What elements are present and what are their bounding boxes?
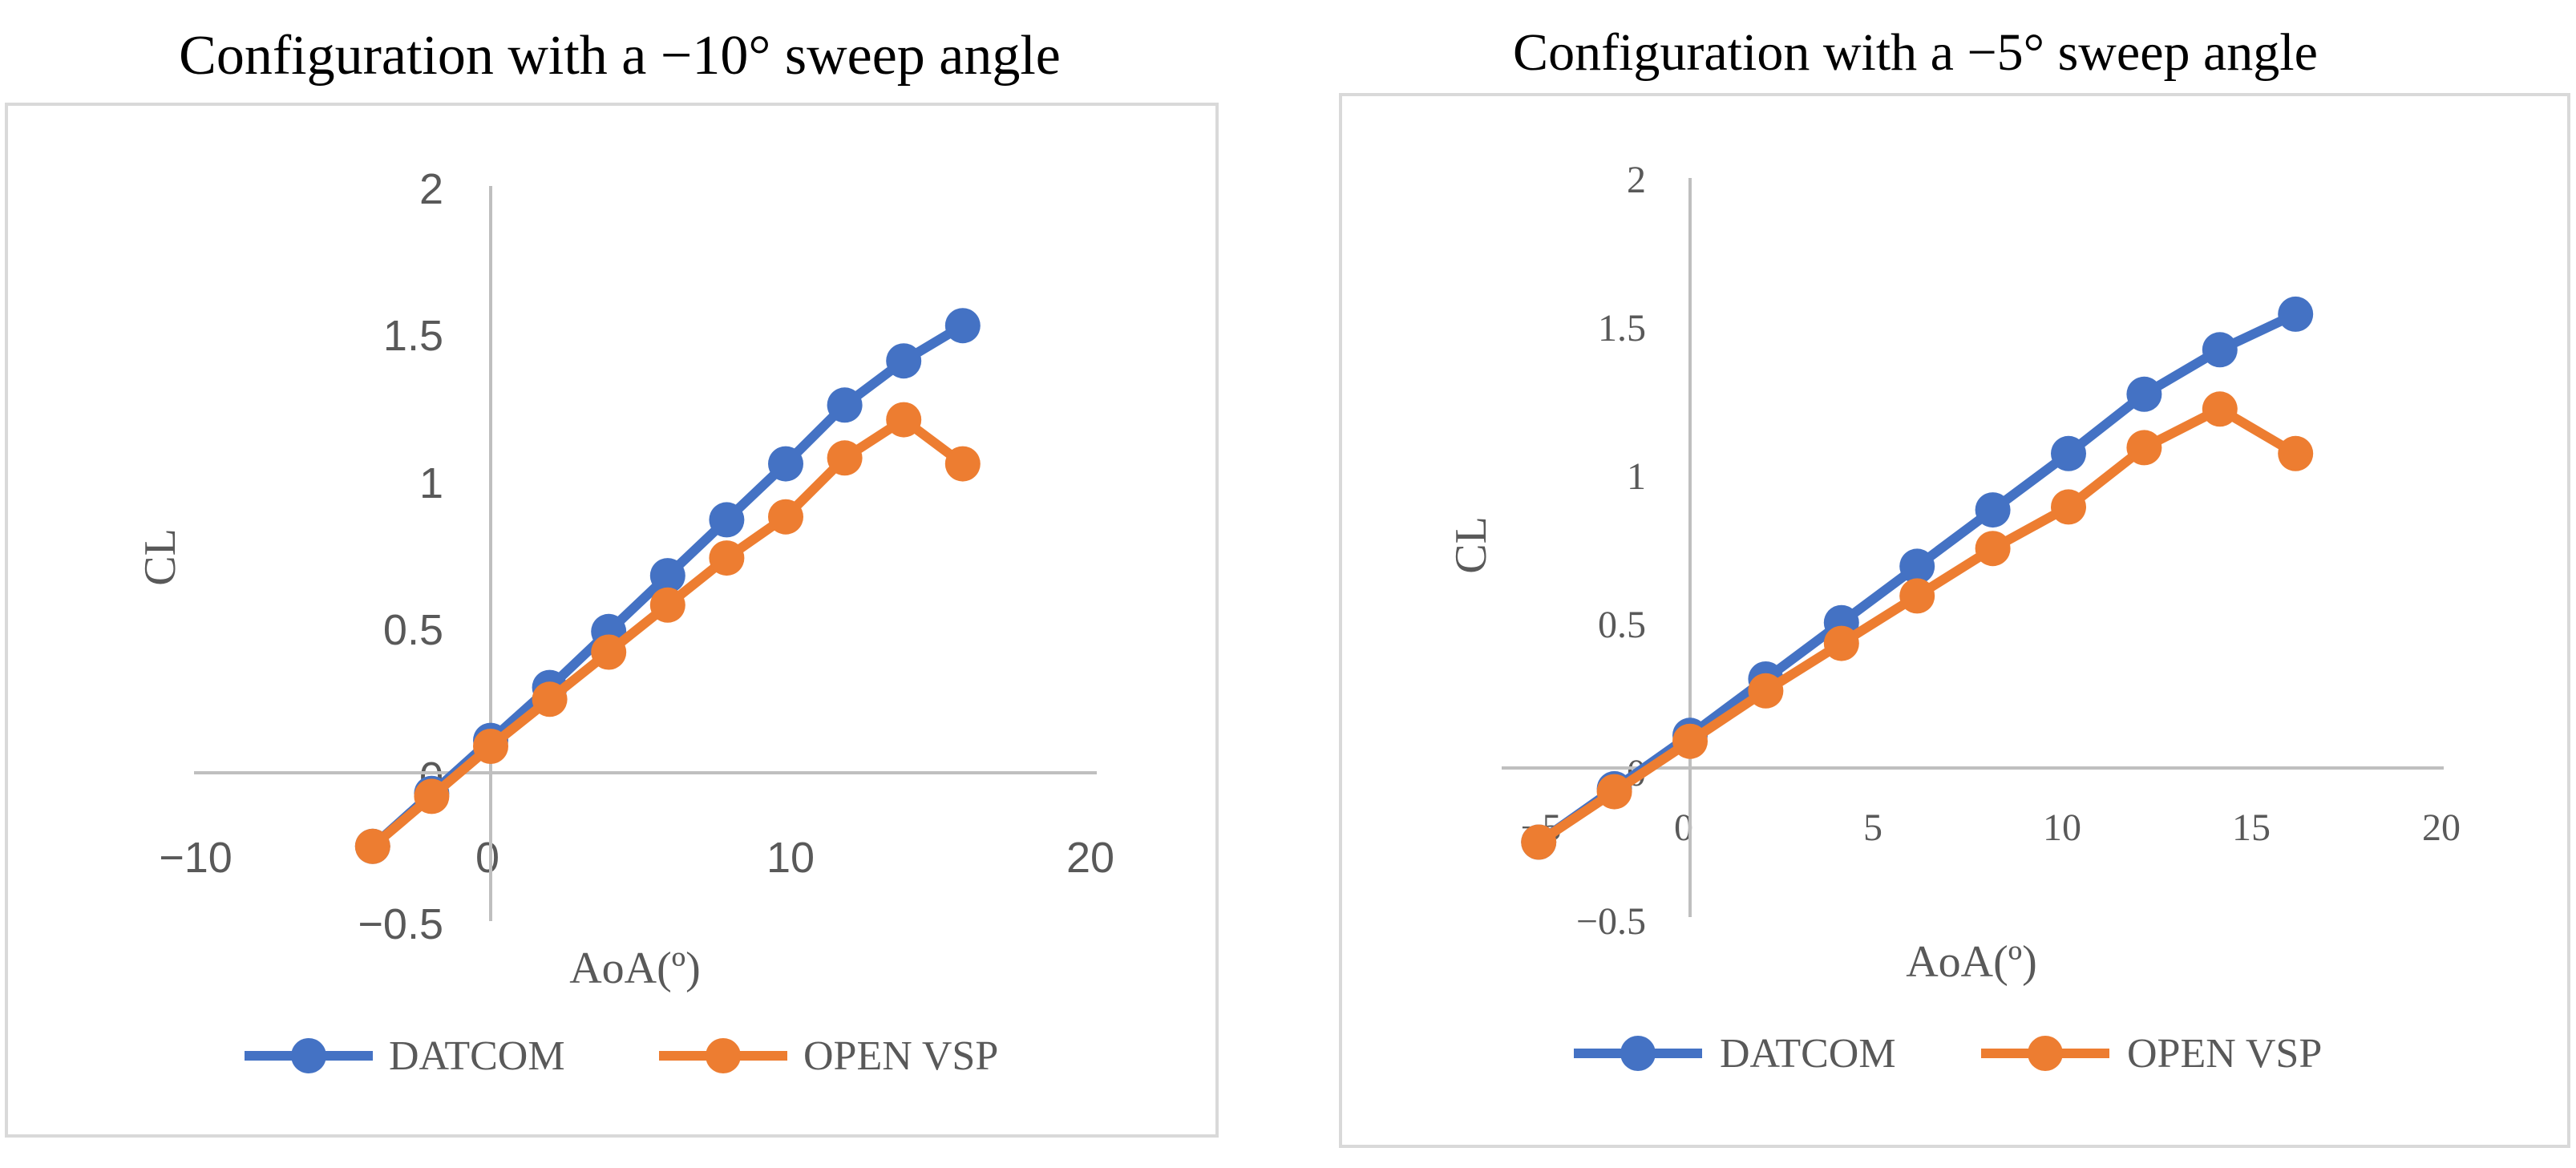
x-tick-label: 10 xyxy=(766,834,815,882)
legend-swatch-marker xyxy=(291,1038,326,1073)
legend-item-open-vsp: OPEN VSP xyxy=(659,1033,998,1079)
data-point-open-vsp xyxy=(2126,430,2162,466)
legend-label: OPEN VSP xyxy=(803,1033,998,1079)
data-point-open-vsp xyxy=(591,634,627,670)
legend-item-datcom: DATCOM xyxy=(1574,1031,1896,1077)
data-point-open-vsp xyxy=(1521,824,1557,860)
x-tick-labels: −5 0 5 10 15 20 xyxy=(1520,806,2461,849)
y-tick-label: 1 xyxy=(1627,455,1646,498)
data-point-open-vsp xyxy=(473,729,508,764)
data-point-datcom xyxy=(1975,492,2011,528)
data-point-open-vsp xyxy=(886,402,922,438)
y-tick-label: −0.5 xyxy=(358,900,443,948)
y-tick-labels: −0.5 0 0.5 1 1.5 2 xyxy=(1576,159,1646,943)
data-point-open-vsp xyxy=(768,499,803,535)
y-tick-label: 1 xyxy=(419,459,443,507)
legend-swatch-marker xyxy=(706,1038,741,1073)
x-tick-label: 5 xyxy=(1863,806,1882,849)
data-point-open-vsp xyxy=(1823,625,1859,661)
chart-title: Configuration with a −10° sweep angle xyxy=(179,25,1061,87)
x-tick-label: 20 xyxy=(2422,806,2461,849)
data-point-open-vsp xyxy=(2051,489,2086,525)
data-point-datcom xyxy=(944,308,981,344)
data-point-datcom xyxy=(2278,296,2314,332)
series-line-open-vsp xyxy=(1535,404,2299,847)
y-tick-label: 1.5 xyxy=(383,312,443,360)
x-axis-label: AoA(º) xyxy=(1906,937,2037,987)
legend-label: DATCOM xyxy=(1720,1031,1896,1077)
data-point-open-vsp xyxy=(2278,435,2314,471)
plot-area xyxy=(1521,296,2314,860)
legend-item-datcom: DATCOM xyxy=(245,1033,565,1079)
data-point-open-vsp xyxy=(2202,391,2238,427)
x-tick-label: 15 xyxy=(2232,806,2271,849)
y-tick-label: −0.5 xyxy=(1576,900,1646,943)
legend: DATCOM OPEN VSP xyxy=(1574,1031,2322,1077)
data-point-datcom xyxy=(768,446,803,482)
legend-label: OPEN VSP xyxy=(2127,1031,2322,1077)
data-point-open-vsp xyxy=(414,778,450,814)
y-tick-label: 1.5 xyxy=(1598,307,1646,350)
data-point-open-vsp xyxy=(532,681,568,717)
x-tick-label: 0 xyxy=(475,834,499,882)
data-point-open-vsp xyxy=(1975,531,2011,567)
data-point-open-vsp xyxy=(827,440,863,476)
x-tick-labels: −10 0 10 20 xyxy=(159,834,1114,882)
data-point-open-vsp xyxy=(709,540,745,576)
legend: DATCOM OPEN VSP xyxy=(245,1033,998,1079)
legend-swatch-marker xyxy=(1620,1036,1656,1071)
legend-swatch-marker xyxy=(2028,1036,2063,1071)
data-point-datcom xyxy=(2126,376,2162,412)
data-point-open-vsp xyxy=(1748,673,1784,709)
x-axis-label: AoA(º) xyxy=(569,944,701,993)
data-point-open-vsp xyxy=(1596,774,1632,810)
data-point-open-vsp xyxy=(944,446,981,482)
chart-border xyxy=(5,103,1219,1138)
data-point-open-vsp xyxy=(1672,723,1708,759)
data-point-datcom xyxy=(2202,332,2238,368)
data-point-open-vsp xyxy=(649,587,685,623)
data-point-datcom xyxy=(2051,435,2086,471)
x-tick-label: 20 xyxy=(1066,834,1114,882)
x-tick-label: 10 xyxy=(2043,806,2081,849)
legend-item-open-vsp: OPEN VSP xyxy=(1981,1031,2322,1077)
chart-border xyxy=(1339,93,2570,1148)
chart-right: Configuration with a −5° sweep angle −5 … xyxy=(1339,23,2570,1148)
x-tick-label: −10 xyxy=(159,834,233,882)
data-point-open-vsp xyxy=(1899,578,1935,614)
y-tick-label: 2 xyxy=(1627,159,1646,201)
data-point-datcom xyxy=(649,558,685,594)
chart-left: Configuration with a −10° sweep angle −1… xyxy=(5,25,1219,1138)
plot-area xyxy=(354,308,981,864)
data-point-datcom xyxy=(827,387,863,423)
y-tick-label: 0.5 xyxy=(1598,604,1646,646)
data-point-datcom xyxy=(709,502,745,538)
legend-label: DATCOM xyxy=(389,1033,565,1079)
data-point-datcom xyxy=(886,343,922,379)
y-tick-label: 0.5 xyxy=(383,606,443,654)
y-tick-label: 2 xyxy=(419,165,443,213)
data-point-open-vsp xyxy=(354,828,390,864)
y-axis-label: CL xyxy=(1446,516,1496,574)
data-point-datcom xyxy=(1899,548,1935,584)
series-line-open-vsp xyxy=(369,414,966,851)
y-axis-label: CL xyxy=(135,528,185,586)
chart-title: Configuration with a −5° sweep angle xyxy=(1513,23,2318,82)
